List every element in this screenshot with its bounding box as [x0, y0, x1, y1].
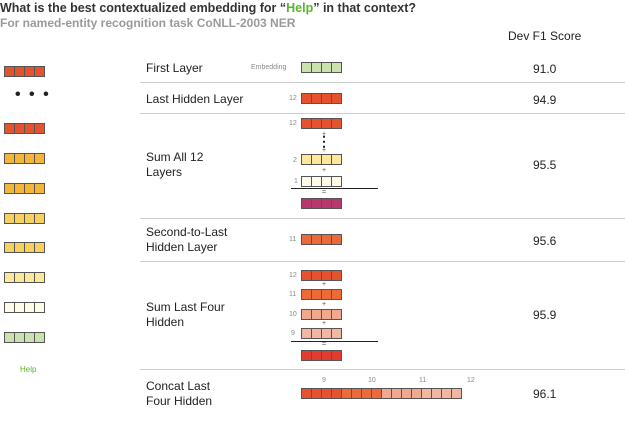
layer-stack-strip	[4, 302, 45, 313]
concat-strip	[301, 388, 462, 399]
row-label-second-to-last: Second-to-Last Hidden Layer	[146, 225, 228, 254]
ellipsis-dots: • • •	[15, 86, 51, 103]
embedding-label: Embedding	[251, 64, 287, 71]
embedding-cell	[34, 272, 45, 283]
layer-number: 11	[419, 377, 427, 384]
embedding-strip	[301, 62, 342, 73]
embedding-cell	[331, 62, 342, 73]
row-divider	[140, 218, 625, 219]
row-divider	[140, 113, 625, 114]
equals-sign: =	[322, 189, 327, 196]
layer-12-strip	[301, 93, 342, 104]
concat-segment	[421, 388, 462, 399]
layer-number: 9	[322, 377, 326, 384]
row-label-concat-last-four: Concat Last Four Hidden	[146, 379, 213, 408]
layer-number: 11	[289, 236, 297, 243]
plus-sign: +	[322, 320, 327, 327]
embedding-cell	[331, 350, 342, 361]
plus-sign: +	[322, 301, 327, 308]
embedding-cell	[331, 309, 342, 320]
embedding-cell	[34, 242, 45, 253]
sum-rule	[291, 341, 378, 342]
layer-stack-strip	[4, 332, 45, 343]
layer-10-strip	[301, 309, 342, 320]
layer-11-strip	[301, 234, 342, 245]
row-divider	[140, 261, 625, 262]
sum-rule	[291, 188, 378, 189]
embedding-cell	[34, 332, 45, 343]
embedding-cell	[451, 388, 462, 399]
embedding-cell	[331, 93, 342, 104]
layer-number: 11	[289, 291, 297, 298]
layer-number: 1	[294, 178, 298, 185]
row-label-sum-last-four: Sum Last Four Hidden	[146, 300, 225, 329]
sum-four-result-strip	[301, 350, 342, 361]
layer-number: 9	[291, 330, 295, 337]
highlight-word: Help	[286, 1, 314, 15]
plus-sign: +	[322, 147, 327, 154]
embedding-cell	[331, 289, 342, 300]
plus-sign: +	[322, 281, 327, 288]
row-divider	[140, 369, 625, 370]
row-label-first-layer: First Layer	[146, 61, 203, 75]
layer-1-strip	[301, 176, 342, 187]
layer-stack-strip	[4, 66, 45, 77]
layer-12-strip	[301, 118, 342, 129]
word-label: Help	[20, 365, 37, 374]
vertical-ellipsis: ⋮	[317, 133, 331, 149]
concat-segment	[341, 388, 382, 399]
embedding-cell	[331, 198, 342, 209]
score-last-hidden-layer: 94.9	[533, 93, 557, 107]
embedding-cell	[34, 213, 45, 224]
row-label-last-hidden-layer: Last Hidden Layer	[146, 92, 244, 106]
layer-number: 10	[289, 311, 297, 318]
layer-11-strip	[301, 289, 342, 300]
score-sum-last-four: 95.9	[533, 308, 557, 322]
layer-number: 2	[293, 157, 297, 164]
embedding-cell	[34, 183, 45, 194]
plus-sign: +	[322, 131, 327, 138]
embedding-cell	[34, 302, 45, 313]
layer-12-strip	[301, 270, 342, 281]
page-subtitle: For named-entity recognition task CoNLL-…	[0, 16, 296, 30]
layer-stack-strip	[4, 272, 45, 283]
embedding-cell	[34, 66, 45, 77]
embedding-cell	[34, 123, 45, 134]
layer-number: 12	[289, 120, 297, 127]
layer-stack-strip	[4, 242, 45, 253]
embedding-cell	[331, 176, 342, 187]
embedding-cell	[331, 118, 342, 129]
layer-stack-strip	[4, 183, 45, 194]
plus-sign: +	[322, 167, 327, 174]
embedding-cell	[331, 328, 342, 339]
layer-number: 10	[368, 377, 376, 384]
equals-sign: =	[322, 341, 327, 348]
row-divider	[140, 82, 625, 83]
score-first-layer: 91.0	[533, 62, 557, 76]
sum-all-result-strip	[301, 198, 342, 209]
score-sum-all-12: 95.5	[533, 158, 557, 172]
layer-stack-strip	[4, 123, 45, 134]
layer-9-strip	[301, 328, 342, 339]
score-concat-last-four: 96.1	[533, 387, 557, 401]
embedding-cell	[331, 270, 342, 281]
score-second-to-last: 95.6	[533, 234, 557, 248]
page-title: What is the best contextualized embeddin…	[0, 1, 417, 15]
embedding-cell	[34, 153, 45, 164]
concat-segment	[381, 388, 422, 399]
embedding-cell	[331, 154, 342, 165]
row-label-sum-all-12: Sum All 12 Layers	[146, 150, 204, 179]
layer-number: 12	[289, 272, 297, 279]
layer-number: 12	[289, 95, 297, 102]
layer-stack-strip	[4, 153, 45, 164]
layer-number: 12	[467, 377, 475, 384]
concat-segment	[301, 388, 342, 399]
layer-stack-strip	[4, 213, 45, 224]
embedding-cell	[331, 234, 342, 245]
column-header: Dev F1 Score	[508, 29, 582, 43]
layer-2-strip	[301, 154, 342, 165]
